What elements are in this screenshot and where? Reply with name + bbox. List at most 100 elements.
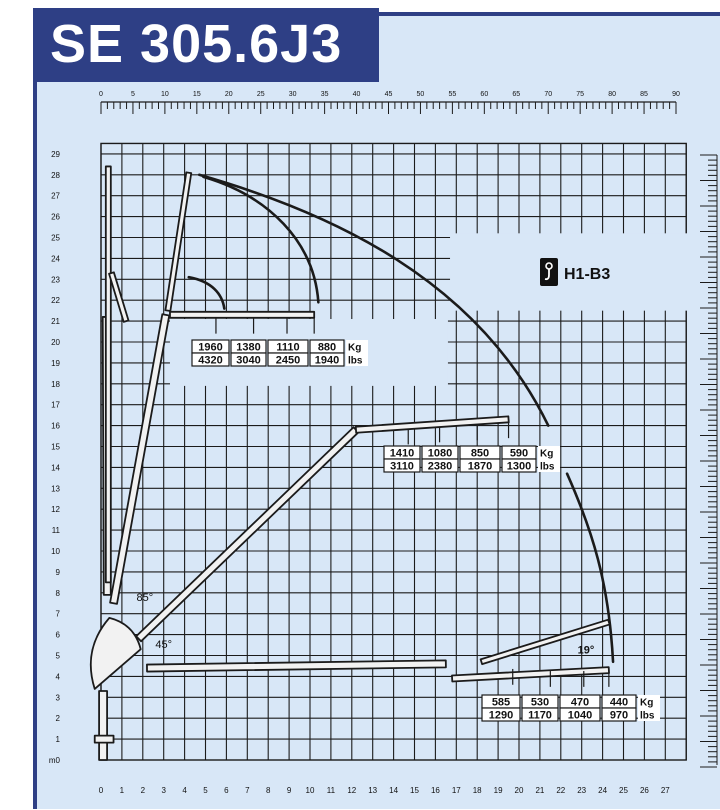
- boom-45-main: [135, 426, 360, 643]
- x-axis-tick-label: 11: [327, 786, 336, 795]
- x-axis-tick-label: 20: [515, 786, 524, 795]
- load-cell-lbs: [481, 707, 521, 722]
- load-value-lbs: 4320: [198, 355, 222, 367]
- y-axis-tick-label: 15: [51, 443, 60, 452]
- x-axis-tick-label: 26: [640, 786, 649, 795]
- angle-label-45: 45°: [155, 639, 172, 651]
- load-cell-lbs: [267, 352, 309, 367]
- x-axis-tick-label: 27: [661, 786, 670, 795]
- x-axis-tick-label: 8: [266, 786, 271, 795]
- y-axis-tick-label: 17: [51, 401, 60, 410]
- y-axis-tick-label: 1: [56, 735, 61, 744]
- top-scale-label: 40: [353, 91, 361, 98]
- y-axis-tick-label: 18: [51, 380, 60, 389]
- model-title: SE 305.6J3: [50, 14, 343, 74]
- x-axis-tick-label: 7: [245, 786, 250, 795]
- load-value-lbs: 3040: [236, 355, 260, 367]
- load-value-lbs: 2450: [276, 355, 300, 367]
- unit-cell: [538, 446, 560, 472]
- load-value-kg: 850: [471, 448, 489, 460]
- x-axis-tick-label: 25: [619, 786, 628, 795]
- hook-shape: [544, 269, 550, 281]
- load-value-kg: 1380: [236, 342, 260, 354]
- load-unit-kg: Kg: [540, 449, 553, 460]
- load-value-kg: 470: [571, 697, 589, 709]
- load-cell-lbs: [559, 707, 601, 722]
- load-cell-lbs: [501, 458, 537, 473]
- jib-middle: [354, 415, 510, 434]
- model-code: H1-B3: [564, 266, 610, 283]
- y-axis-tick-label: 22: [51, 296, 60, 305]
- y-axis-unit-label: m0: [49, 756, 61, 765]
- y-axis-tick-label: 10: [51, 547, 60, 556]
- top-scale-label: 55: [448, 91, 456, 98]
- top-scale-label: 35: [321, 91, 329, 98]
- top-scale-label: 0: [99, 91, 103, 98]
- x-axis-tick-label: 18: [473, 786, 482, 795]
- load-value-lbs: 1940: [315, 355, 339, 367]
- load-cell-lbs: [521, 707, 559, 722]
- top-scale-label: 85: [640, 91, 648, 98]
- x-axis-tick-label: 12: [347, 786, 356, 795]
- load-unit-lbs: lbs: [348, 356, 363, 367]
- boom-75-main: [109, 313, 171, 605]
- crane-foot: [93, 734, 115, 744]
- jib-lower-19deg: [479, 618, 611, 666]
- x-axis-tick-label: 10: [306, 786, 315, 795]
- boom-85-extension: [104, 165, 112, 584]
- y-axis-tick-label: 11: [52, 526, 61, 535]
- x-axis-tick-label: 21: [535, 786, 544, 795]
- top-scale-label: 80: [608, 91, 616, 98]
- y-axis-tick-label: 20: [51, 338, 60, 347]
- top-scale-label: 20: [225, 91, 233, 98]
- angle-label-85: 85°: [137, 592, 154, 604]
- x-axis-tick-label: 13: [368, 786, 377, 795]
- unit-cell: [346, 340, 368, 366]
- x-axis-tick-label: 2: [141, 786, 146, 795]
- x-axis-tick-label: 1: [120, 786, 125, 795]
- x-axis-tick-label: 24: [598, 786, 607, 795]
- crane-slewing-base: [89, 616, 142, 690]
- load-value-kg: 1960: [198, 342, 222, 354]
- load-value-kg: 1410: [390, 448, 414, 460]
- crane-booms: [89, 165, 611, 761]
- y-axis-tick-label: 21: [51, 317, 60, 326]
- y-axis-tick-label: 6: [56, 631, 61, 640]
- x-axis-tick-label: 19: [494, 786, 503, 795]
- load-unit-lbs: lbs: [540, 462, 555, 473]
- y-axis-tick-label: 25: [51, 234, 60, 243]
- load-value-lbs: 1300: [507, 461, 531, 473]
- load-value-kg: 585: [492, 697, 510, 709]
- y-axis: 1234567891011121314151617181920212223242…: [49, 150, 61, 765]
- boom-85-jib: [108, 271, 130, 323]
- y-axis-tick-label: 29: [51, 150, 60, 159]
- load-value-lbs: 1290: [489, 710, 513, 722]
- y-axis-tick-label: 28: [51, 171, 60, 180]
- load-value-lbs: 1170: [528, 710, 552, 722]
- y-axis-tick-label: 24: [51, 254, 60, 263]
- y-axis-tick-label: 27: [51, 192, 60, 201]
- x-axis: 0 1 2 3 4 5 6 7 8 9 10 11 12 13 14 15 16 17 18 19 20 21 22 23 24…: [99, 786, 671, 795]
- x-axis-tick-label: 14: [389, 786, 398, 795]
- load-value-lbs: 3110: [390, 461, 414, 473]
- outer-range-curve-lower: [565, 472, 615, 664]
- load-value-lbs: 1870: [468, 461, 492, 473]
- top-scale-label: 90: [672, 91, 680, 98]
- jib-upper: [169, 310, 316, 319]
- x-axis-tick-label: 16: [431, 786, 440, 795]
- y-axis-tick-label: 23: [51, 275, 60, 284]
- load-cell-lbs: [191, 352, 230, 367]
- top-scale-label: 75: [576, 91, 584, 98]
- load-value-kg: 440: [610, 697, 628, 709]
- y-axis-tick-label: 16: [51, 422, 60, 431]
- load-value-lbs: 2380: [428, 461, 452, 473]
- load-unit-kg: Kg: [348, 343, 361, 354]
- load-cell-lbs: [601, 707, 637, 722]
- top-scale-label: 10: [161, 91, 169, 98]
- y-axis-tick-label: 5: [56, 652, 61, 661]
- load-cell-lbs: [383, 458, 421, 473]
- x-axis-tick-label: 23: [577, 786, 586, 795]
- top-scale-label: 30: [289, 91, 297, 98]
